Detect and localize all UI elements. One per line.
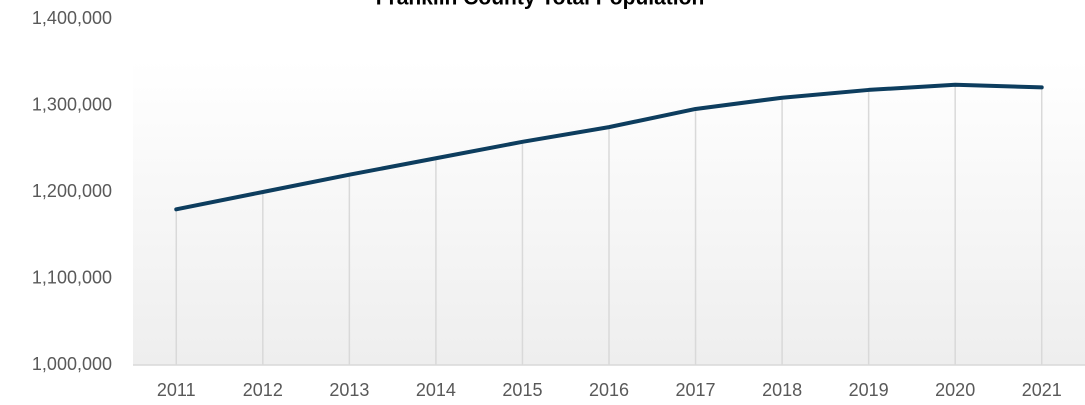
chart-title: Franklin County Total Population <box>376 0 705 10</box>
x-tick-label: 2014 <box>416 380 456 400</box>
y-tick-label: 1,400,000 <box>32 8 112 28</box>
x-tick-label: 2018 <box>762 380 802 400</box>
x-tick-label: 2012 <box>243 380 283 400</box>
x-tick-label: 2016 <box>589 380 629 400</box>
y-tick-label: 1,000,000 <box>32 354 112 374</box>
y-tick-label: 1,200,000 <box>32 181 112 201</box>
x-tick-label: 2021 <box>1022 380 1062 400</box>
x-tick-label: 2017 <box>676 380 716 400</box>
x-tick-label: 2020 <box>935 380 975 400</box>
x-tick-label: 2015 <box>502 380 542 400</box>
y-tick-label: 1,300,000 <box>32 94 112 114</box>
data-line <box>174 82 1044 212</box>
x-tick-label: 2019 <box>849 380 889 400</box>
y-tick-label: 1,100,000 <box>32 267 112 287</box>
x-tick-label: 2011 <box>157 380 196 400</box>
x-tick-label: 2013 <box>329 380 369 400</box>
